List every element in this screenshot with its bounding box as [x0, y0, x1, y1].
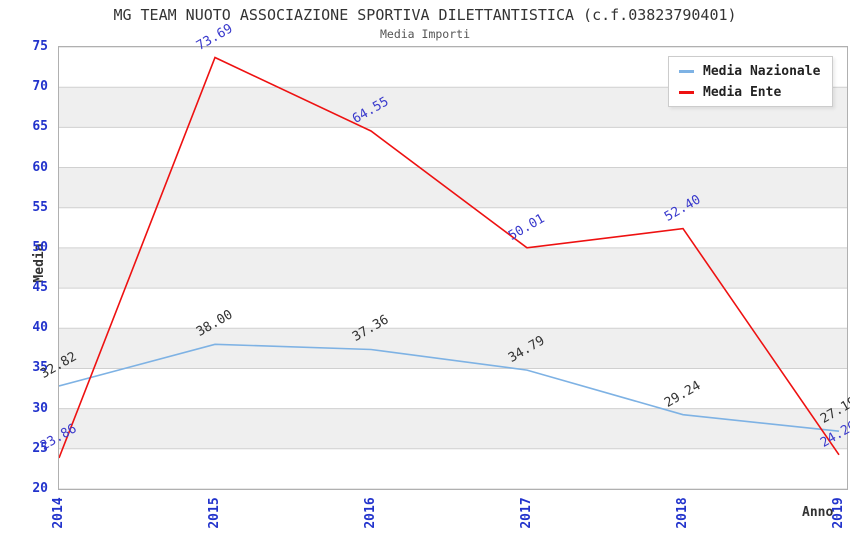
series-line-media-ente: [59, 56, 840, 459]
x-tick-2018: 2018: [675, 497, 690, 529]
y-tick-65: 65: [32, 119, 48, 135]
series-line-media-nazionale: [59, 343, 840, 432]
y-tick-75: 75: [32, 39, 48, 54]
background-band: [59, 328, 847, 369]
legend-item-media-nazionale: Media Nazionale: [679, 62, 820, 80]
y-tick-55: 55: [32, 199, 48, 215]
y-tick-30: 30: [32, 400, 48, 416]
plot-area: [58, 46, 848, 490]
background-band: [59, 247, 847, 289]
y-tick-70: 70: [32, 79, 48, 95]
x-tick-2017: 2017: [519, 497, 534, 529]
x-tick-2016: 2016: [363, 497, 378, 529]
x-tick-2014: 2014: [51, 497, 66, 529]
chart-title: MG TEAM NUOTO ASSOCIAZIONE SPORTIVA DILE…: [113, 6, 737, 24]
y-tick-60: 60: [32, 159, 48, 175]
y-tick-45: 45: [32, 280, 48, 296]
legend-item-media-ente: Media Ente: [679, 83, 820, 101]
background-band: [59, 408, 847, 449]
y-tick-50: 50: [32, 239, 48, 255]
chart-subtitle: Media Importi: [379, 27, 470, 41]
legend-swatch-media-ente: [679, 90, 694, 94]
legend-swatch-media-nazionale: [679, 69, 694, 73]
x-tick-2015: 2015: [207, 497, 222, 529]
plot-canvas: [59, 47, 847, 489]
legend: Media Nazionale Media Ente: [668, 56, 834, 107]
y-tick-35: 35: [32, 360, 48, 376]
legend-label-media-ente: Media Ente: [703, 84, 782, 100]
background-band: [59, 167, 847, 208]
y-tick-25: 25: [32, 440, 48, 456]
y-tick-40: 40: [32, 320, 48, 336]
x-axis-title: Anno: [802, 505, 834, 520]
y-tick-20: 20: [32, 481, 48, 496]
legend-label-media-nazionale: Media Nazionale: [703, 63, 821, 79]
